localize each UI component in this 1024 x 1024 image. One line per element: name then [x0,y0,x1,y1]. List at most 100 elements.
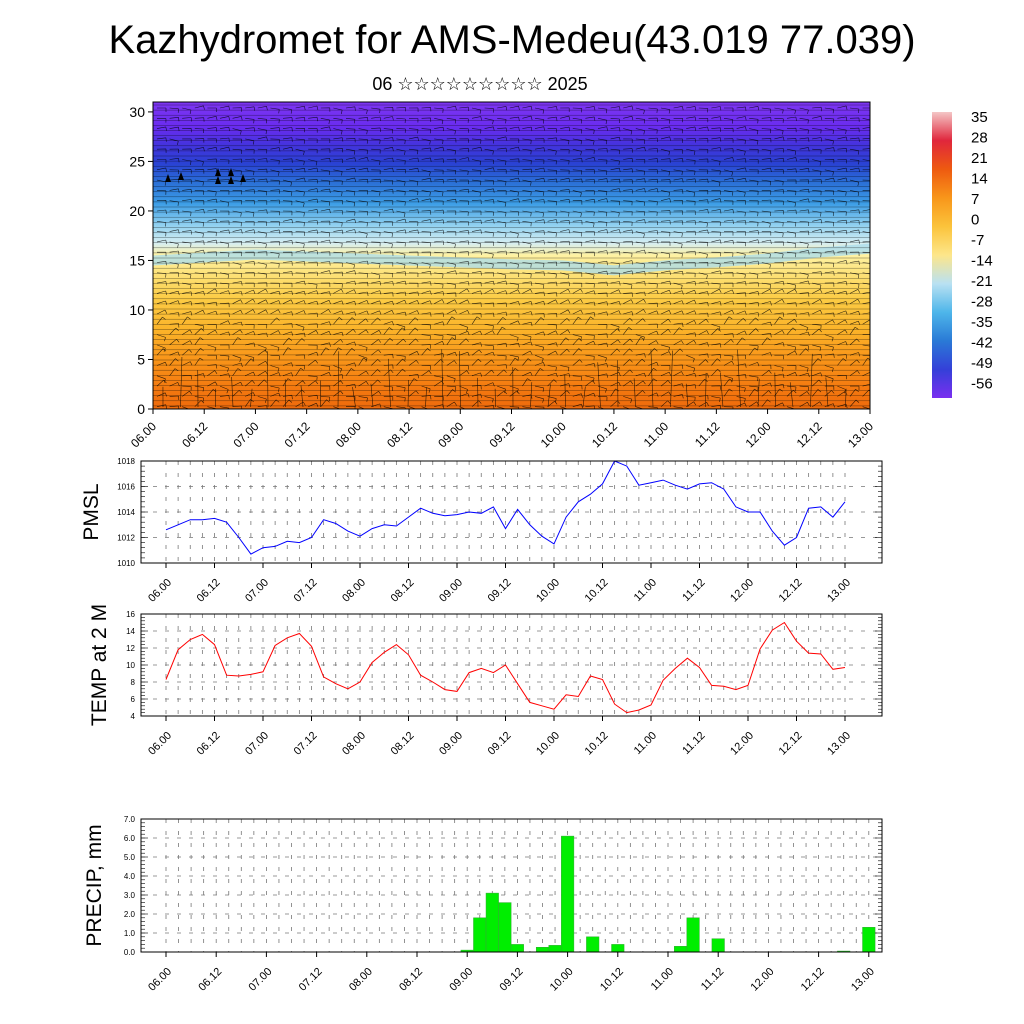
x-tick-label: 10.00 [538,419,569,450]
x-tick-label: 07.00 [243,730,271,758]
x-tick-label: 11.12 [680,577,707,604]
y-tick-label: 1014 [117,508,135,517]
x-tick-label: 12.00 [743,419,774,450]
x-tick-label: 08.12 [397,966,425,994]
colorbar-label: 7 [971,191,979,208]
x-tick-label: 12.00 [728,577,756,605]
colorbar-label: -56 [971,376,993,393]
x-tick-label: 07.12 [292,577,320,605]
colorbar: 35 28 21 14 7 0 -7 -14 -21 -28 -35 -42 -49 -56 [932,109,993,398]
series-line [165,460,846,555]
colorbar-label: -21 [971,273,993,290]
y-tick-label: 6.0 [124,834,136,843]
y-tick-label: 4.0 [124,872,136,881]
precip-bar [473,917,487,953]
y-tick-label: 10 [126,661,135,670]
x-tick-label: 07.00 [243,577,271,605]
x-tick-label: 06.12 [195,577,223,605]
colorbar-label: 14 [971,171,988,188]
x-tick-label: 12.00 [728,730,756,758]
pennant-marker [215,168,221,176]
colorbar-label: -42 [971,335,993,352]
precip-bar [586,936,600,953]
x-tick-label: 07.00 [247,966,275,994]
colorbar-label: -49 [971,355,993,372]
cross-section-panel: 0 5 10 15 20 25 30 06.00 06.12 07.00 07.12 08.00 08.… [128,101,876,450]
x-tick-label: 07.00 [230,419,261,450]
precip-bar [686,917,700,953]
x-tick-label: 12.12 [799,966,827,994]
x-tick-label: 07.12 [282,419,313,450]
precip-bar [862,927,876,953]
y-tick-label: 12 [126,644,135,653]
y-tick-label: 5 [137,351,145,367]
pmsl-panel: 1010 1012 1014 1016 1018 06.00 06.12 07.00 07.12… [80,457,883,605]
colorbar-label: 28 [971,130,988,147]
x-tick-label: 08.00 [347,966,375,994]
x-tick-label: 11.12 [692,419,723,450]
y-tick-label: 3.0 [124,891,136,900]
y-tick-label: 0 [137,401,145,417]
y-tick-label: 1018 [117,457,135,466]
precip-bar [548,945,562,953]
colorbar-gradient [932,112,952,398]
x-tick-label: 13.00 [849,966,877,994]
grid [141,614,882,716]
y-axis-title: TEMP at 2 M [88,604,111,726]
x-tick-label: 06.00 [146,966,174,994]
temp-panel: 4 6 8 10 12 14 16 06.00 06.12 07.00 07.12 08.00 08.1… [88,604,883,758]
y-tick-label: 2.0 [124,910,136,919]
x-tick-label: 08.12 [389,577,417,605]
precip-bar [611,944,625,953]
y-tick-label: 7.0 [124,815,136,824]
y-tick-label: 20 [129,203,145,219]
x-tick-label: 10.00 [548,966,576,994]
colorbar-label: 35 [971,109,988,126]
x-tick-label: 11.00 [632,577,659,604]
y-tick-label: 0.0 [124,948,136,957]
y-tick-label: 14 [126,627,135,636]
x-tick-label: 09.00 [447,966,475,994]
x-tick-label: 11.00 [649,966,676,993]
x-tick-label: 13.00 [825,730,853,758]
precip-bar [561,835,575,953]
y-tick-label: 16 [126,610,135,619]
y-tick-label: 1016 [117,483,135,492]
x-tick-label: 08.12 [384,419,415,450]
chart-subtitle: 06 ☆☆☆☆☆☆☆☆☆ 2025 [372,74,588,94]
colorbar-label: 21 [971,150,988,167]
x-tick-label: 10.00 [534,730,562,758]
chart-title: Kazhydromet for AMS-Medeu(43.019 77.039) [108,18,916,62]
pennant-marker [215,176,221,184]
level-lines [153,104,870,407]
x-tick-label: 09.00 [437,730,465,758]
x-tick-label: 12.00 [749,966,777,994]
x-tick-label: 10.12 [583,577,611,605]
x-tick-label: 10.12 [589,419,620,450]
precip-bar [498,902,512,953]
x-tick-label: 12.12 [777,730,805,758]
y-tick-label: 5.0 [124,853,136,862]
colorbar-label: -14 [971,253,993,270]
series-line [165,621,846,714]
x-tick-label: 12.12 [794,419,825,450]
x-tick-label: 11.00 [632,730,659,757]
x-tick-label: 11.12 [699,966,726,993]
x-tick-label: 08.00 [340,577,368,605]
x-tick-label: 10.12 [583,730,611,758]
x-tick-label: 10.12 [598,966,626,994]
x-tick-label: 09.12 [486,419,517,450]
x-tick-label: 12.12 [777,577,805,605]
y-axis-title: PMSL [80,483,103,540]
x-tick-label: 06.12 [179,419,210,450]
colorbar-label: -7 [971,232,984,249]
y-tick-label: 15 [129,252,145,268]
pennant-marker [178,172,184,180]
y-tick-label: 1010 [117,559,135,568]
x-tick-label: 06.00 [146,730,174,758]
x-tick-label: 09.00 [435,419,466,450]
y-tick-label: 1.0 [124,929,136,938]
x-tick-label: 11.12 [680,730,707,757]
x-tick-label: 07.12 [292,730,320,758]
y-axis-title: PRECIP, mm [83,824,106,946]
